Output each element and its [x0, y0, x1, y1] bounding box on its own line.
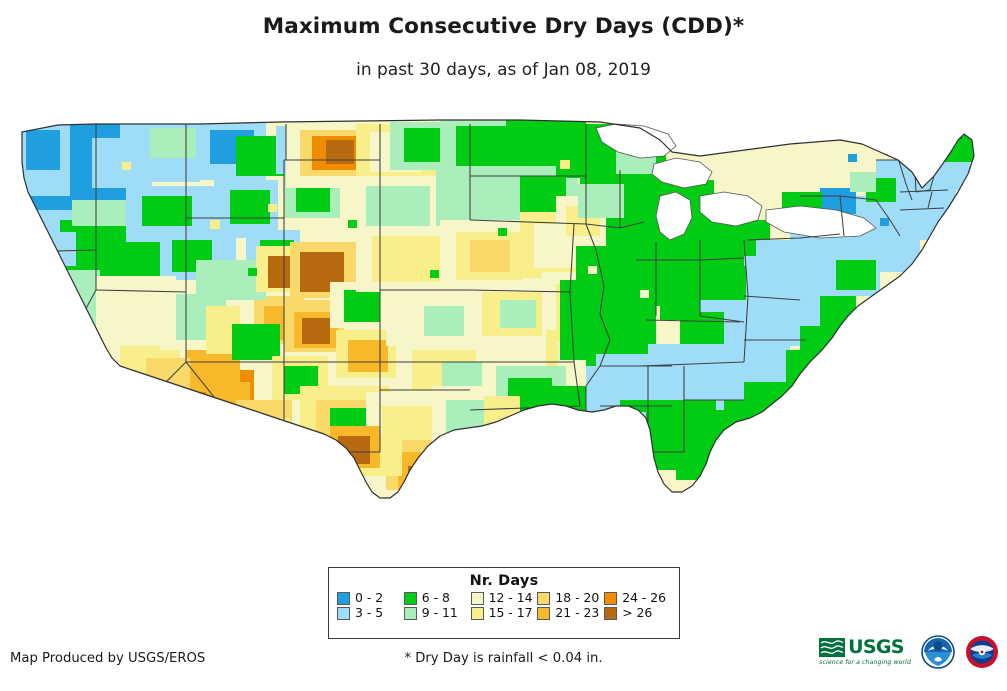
great-lakes [595, 123, 877, 241]
map-footnote: * Dry Day is rainfall < 0.04 in. [404, 651, 603, 666]
legend-grid: 0 - 2 6 - 8 12 - 14 18 - 20 24 - 26 3 - … [329, 590, 679, 621]
legend-label: 21 - 23 [555, 605, 600, 621]
usgs-tagline: science for a changing world [819, 659, 911, 666]
legend-swatch [604, 592, 618, 605]
legend-label: 18 - 20 [555, 590, 600, 606]
page-title: Maximum Consecutive Dry Days (CDD)* [262, 14, 745, 39]
legend-label: 24 - 26 [622, 590, 667, 606]
legend-swatch [403, 607, 417, 620]
agency-logos: USGS science for a changing world [819, 634, 999, 670]
legend-item[interactable]: 24 - 26 [604, 590, 671, 606]
legend-item[interactable]: 3 - 5 [337, 605, 404, 621]
legend-swatch [604, 607, 618, 620]
legend-swatch [403, 592, 417, 605]
legend-label: 0 - 2 [355, 590, 384, 606]
page-subtitle: in past 30 days, as of Jan 08, 2019 [356, 60, 651, 80]
map-raster-layer [22, 120, 974, 498]
legend-item[interactable]: > 26 [604, 605, 671, 621]
us-map-svg [21, 119, 975, 499]
legend-item[interactable]: 15 - 17 [470, 605, 538, 621]
legend-swatch [537, 607, 551, 620]
state-boundaries [22, 124, 963, 485]
choropleth-map[interactable] [0, 100, 1007, 560]
usgs-logo[interactable]: USGS science for a changing world [819, 634, 911, 670]
noaa-logo-icon[interactable] [921, 635, 955, 669]
legend-label: 3 - 5 [355, 605, 384, 621]
legend-swatch [470, 592, 484, 605]
legend: Nr. Days 0 - 2 6 - 8 12 - 14 18 - 20 24 [328, 567, 680, 639]
legend-title: Nr. Days [469, 573, 539, 589]
map-credit: Map Produced by USGS/EROS [10, 651, 206, 666]
national-border [21, 119, 975, 499]
legend-item[interactable]: 18 - 20 [537, 590, 604, 606]
legend-swatch [470, 607, 484, 620]
legend-item[interactable]: 0 - 2 [337, 590, 404, 606]
legend-label: 9 - 11 [421, 605, 458, 621]
legend-label: 12 - 14 [488, 590, 533, 606]
legend-label: > 26 [622, 605, 653, 621]
legend-swatch [337, 592, 350, 605]
legend-swatch [537, 592, 551, 605]
legend-swatch [337, 607, 350, 620]
nws-logo-icon[interactable] [965, 635, 999, 669]
legend-item[interactable]: 9 - 11 [403, 605, 471, 621]
usgs-wave-icon [819, 638, 846, 657]
usgs-wordmark: USGS [848, 636, 904, 658]
legend-label: 15 - 17 [488, 605, 533, 621]
legend-item[interactable]: 21 - 23 [537, 605, 604, 621]
legend-label: 6 - 8 [421, 590, 450, 606]
legend-item[interactable]: 12 - 14 [470, 590, 538, 606]
legend-item[interactable]: 6 - 8 [403, 590, 471, 606]
